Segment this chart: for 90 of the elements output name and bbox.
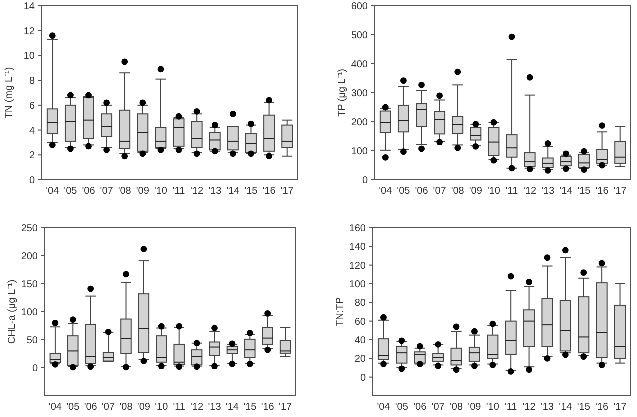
x-tick-label: '08 [450,402,464,413]
x-tick-label: '09 [137,402,151,413]
y-tick-label: 200 [351,118,368,128]
x-tick-label: '13 [208,186,222,197]
x-tick-label: '15 [244,186,258,197]
x-tick-label: '07 [433,186,447,197]
y-tick-label: 0 [29,176,36,186]
x-tick-label: '11 [173,402,186,413]
x-tick-label: '09 [468,402,482,413]
y-tick-label: 100 [349,280,366,290]
x-tick-label: '13 [542,186,556,197]
x-tick-label: '06 [415,186,429,197]
y-tick-label: 40 [354,336,366,346]
x-tick-label: '12 [190,186,204,197]
y-tick-label: 200 [21,252,38,262]
x-tick-label: '15 [577,402,591,413]
x-tick-label: '17 [279,402,293,413]
x-tick-label: '11 [504,402,518,413]
y-tick-label: 2 [29,150,36,162]
x-tick-label: '17 [614,402,628,413]
x-tick-label: '06 [84,402,98,413]
y-tick-label: 0 [360,372,366,384]
y-tick-label: 120 [349,260,366,272]
x-tick-label: '12 [524,186,538,197]
y-tick-label: 140 [349,242,366,254]
y-tick-label: 60 [354,316,366,328]
x-tick-label: '16 [261,402,275,413]
y-tick-label: 300 [351,88,368,100]
x-tick-label: '14 [226,186,240,197]
x-tick-label: '04 [46,186,60,197]
x-tick-label: '13 [540,402,554,413]
x-tick-label: '06 [82,186,96,197]
x-tick-label: '08 [451,186,465,197]
x-tick-label: '14 [559,402,573,413]
x-tick-label: '11 [172,186,186,197]
x-tick-label: '04 [377,402,391,413]
y-tick-label: 80 [354,298,366,310]
x-tick-label: '16 [596,402,610,413]
y-tick-label: 12 [24,26,36,38]
y-tick-label: 150 [21,280,38,290]
y-tick-label: 160 [349,224,366,234]
y-tick-label: 500 [351,30,368,42]
x-tick-label: '07 [102,402,116,413]
y-tick-label: 400 [351,60,368,70]
x-tick-label: '08 [118,186,132,197]
x-tick-label: '07 [100,186,114,197]
x-tick-label: '04 [379,186,393,197]
x-tick-label: '12 [522,402,536,413]
x-tick-label: '06 [414,402,428,413]
y-tick-label: 8 [29,76,36,88]
x-tick-label: '15 [578,186,592,197]
y-tick-label: 6 [29,100,36,112]
x-tick-label: '14 [226,402,240,413]
y-tick-label: 100 [351,146,368,158]
y-axis-title: TN (mg L⁻¹) [4,67,15,119]
y-tick-label: 20 [354,354,366,366]
y-axis-title: TP (μg L⁻¹) [337,68,348,118]
y-axis-title: CHL-a (μg L⁻¹) [7,280,18,344]
x-tick-label: '10 [155,402,169,413]
y-tick-label: 100 [21,308,38,318]
x-tick-label: '16 [262,186,276,197]
x-tick-label: '04 [48,402,62,413]
x-tick-label: '09 [136,186,150,197]
x-tick-label: '05 [64,186,78,197]
x-tick-label: '08 [120,402,134,413]
x-tick-label: '12 [190,402,204,413]
y-tick-label: 50 [26,336,38,346]
x-tick-label: '09 [469,186,483,197]
y-tick-label: 0 [362,176,368,186]
x-tick-label: '11 [506,186,519,197]
x-tick-label: '13 [208,402,222,413]
x-tick-label: '17 [614,186,628,197]
x-tick-label: '10 [154,186,168,197]
y-tick-label: 250 [21,224,38,234]
y-axis-title: TN:TP [335,297,346,326]
x-tick-label: '05 [66,402,80,413]
y-tick-label: 14 [24,2,36,12]
x-tick-label: '14 [560,186,574,197]
x-tick-label: '16 [596,186,610,197]
x-tick-label: '10 [487,186,501,197]
x-tick-label: '05 [395,402,409,413]
y-tick-label: 0 [32,364,38,374]
x-tick-label: '05 [397,186,411,197]
y-tick-label: 10 [24,51,36,62]
y-tick-label: 600 [351,2,368,12]
x-tick-label: '10 [486,402,500,413]
y-tick-label: 4 [29,126,36,137]
x-tick-label: '15 [244,402,258,413]
x-tick-label: '17 [280,186,294,197]
x-tick-label: '07 [432,402,446,413]
